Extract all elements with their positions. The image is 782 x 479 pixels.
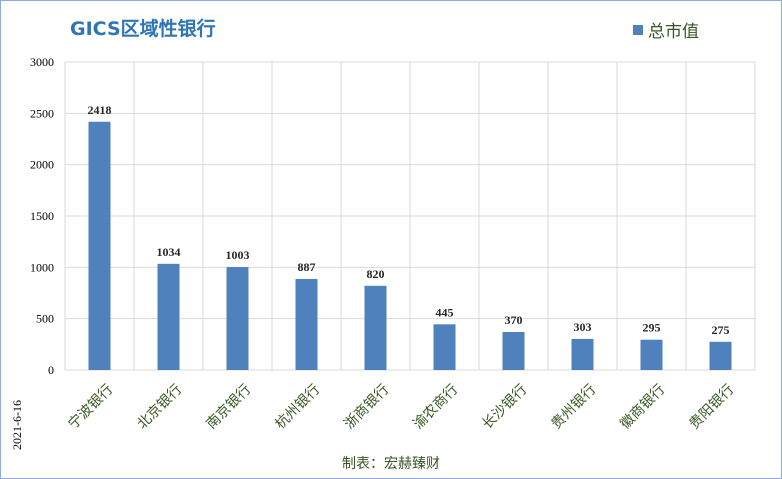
data-label: 370 bbox=[505, 313, 523, 327]
data-label: 1003 bbox=[226, 248, 250, 262]
legend-label: 总市值 bbox=[648, 22, 699, 42]
chart-credit: 制表：宏赫臻财 bbox=[342, 456, 440, 472]
x-tick-label: 浙商银行 bbox=[341, 382, 392, 433]
x-tick-label: 长沙银行 bbox=[479, 382, 530, 433]
data-label: 2418 bbox=[88, 103, 112, 117]
x-tick-label: 杭州银行 bbox=[272, 382, 323, 433]
data-label: 303 bbox=[574, 320, 592, 334]
legend-swatch bbox=[633, 24, 643, 35]
bar bbox=[157, 263, 180, 370]
y-tick-label: 2500 bbox=[30, 106, 54, 120]
x-tick-label: 宁波银行 bbox=[65, 381, 117, 433]
x-tick-label: 贵阳银行 bbox=[686, 382, 737, 433]
bar bbox=[502, 332, 525, 370]
y-tick-label: 500 bbox=[36, 312, 54, 326]
bar bbox=[364, 285, 387, 370]
chart-legend: 总市值 bbox=[633, 17, 699, 42]
x-tick-label: 贵州银行 bbox=[548, 382, 599, 433]
data-label: 887 bbox=[298, 260, 316, 274]
data-label: 295 bbox=[643, 321, 661, 335]
date-label: 2021-6-16 bbox=[10, 400, 24, 450]
y-tick-label: 2000 bbox=[30, 158, 54, 172]
bar bbox=[571, 338, 594, 370]
x-tick-label: 北京银行 bbox=[134, 382, 185, 433]
bar bbox=[640, 339, 663, 370]
data-label: 275 bbox=[712, 323, 730, 337]
chart-title: GICS区域性银行 bbox=[70, 18, 216, 40]
x-tick-label: 南京银行 bbox=[203, 382, 254, 433]
y-tick-label: 1500 bbox=[30, 209, 54, 223]
x-tick-label: 渝农商行 bbox=[410, 382, 461, 433]
bar bbox=[88, 121, 111, 370]
y-tick-label: 0 bbox=[48, 363, 54, 377]
bar bbox=[433, 324, 456, 370]
bar bbox=[226, 267, 249, 370]
bar bbox=[709, 341, 732, 370]
x-tick-label: 徽商银行 bbox=[617, 382, 668, 433]
data-label: 445 bbox=[436, 305, 454, 319]
y-tick-label: 1000 bbox=[30, 260, 54, 274]
data-label: 1034 bbox=[157, 245, 181, 259]
y-tick-label: 3000 bbox=[30, 55, 54, 69]
bar bbox=[295, 278, 318, 370]
data-label: 820 bbox=[367, 267, 385, 281]
